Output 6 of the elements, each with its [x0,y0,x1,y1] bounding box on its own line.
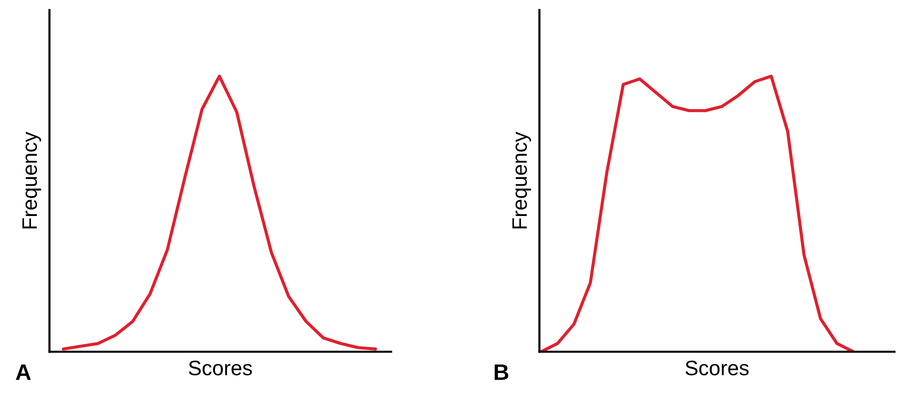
y-axis-title: Frequency [22,132,42,228]
y-axis-title: Frequency [512,132,532,228]
x-axis-title: Scores [685,360,749,376]
x-axis-title: Scores [188,360,252,376]
text: A [16,364,31,380]
text: B [494,364,508,380]
